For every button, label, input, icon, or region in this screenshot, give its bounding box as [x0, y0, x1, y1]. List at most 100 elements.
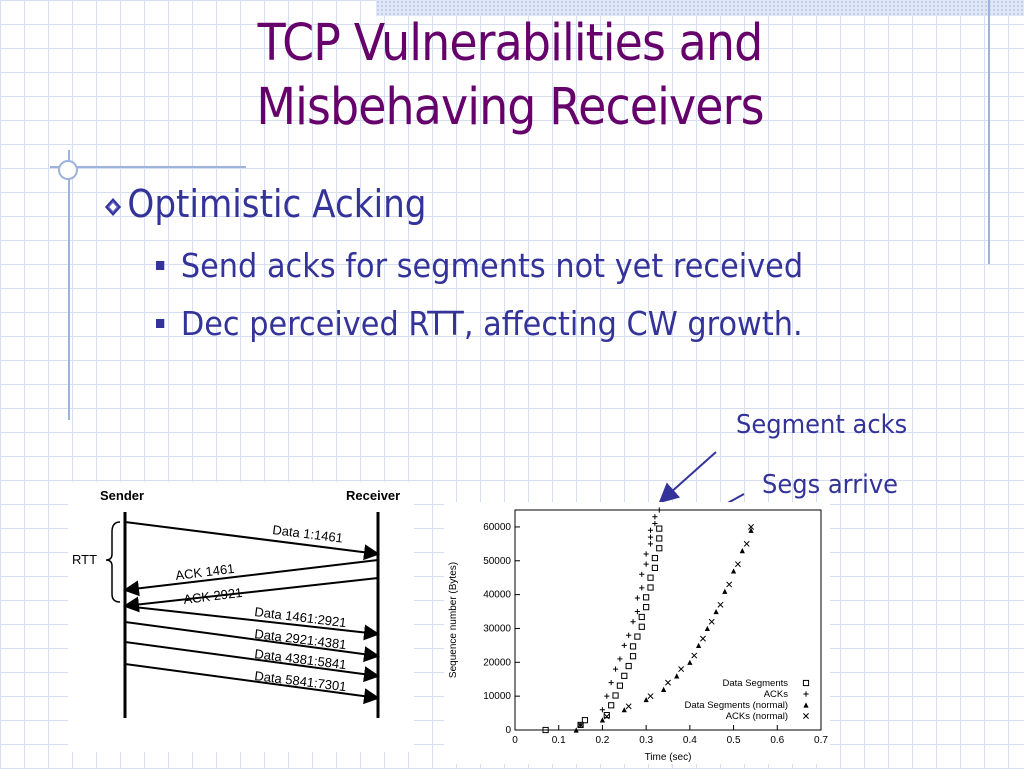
message-label-2: ACK 1461 [175, 561, 236, 583]
data-point [603, 712, 610, 719]
data-point [581, 717, 589, 724]
data-point [647, 527, 654, 533]
legend-marker [803, 702, 809, 708]
message-arrow-1 [124, 521, 380, 561]
template-ring [58, 160, 78, 180]
segs-arrive-annotation: Segs arrive [762, 470, 899, 500]
data-point [542, 726, 549, 734]
data-point [616, 682, 624, 689]
y-tick-label: 30000 [483, 623, 511, 634]
y-tick-label: 40000 [483, 590, 511, 601]
x-tick-label: 0.4 [683, 735, 697, 746]
data-point [730, 568, 737, 574]
data-point [577, 721, 584, 728]
title-line-1: TCP Vulnerabilities and [257, 14, 764, 73]
data-point [625, 703, 632, 710]
top-pattern-band [376, 0, 1024, 16]
message-arrow-6 [124, 641, 380, 683]
rtt-label: RTT [72, 552, 97, 567]
message-arrow-7 [124, 663, 380, 705]
y-tick-label: 20000 [483, 657, 511, 668]
data-point [647, 584, 654, 591]
data-point [634, 633, 641, 640]
data-point [734, 561, 741, 568]
receiver-label: Receiver [346, 488, 400, 503]
data-point [661, 686, 667, 692]
template-right-vertical-line [988, 0, 990, 264]
main-bullet-text: Optimistic Acking [127, 182, 427, 226]
data-point [656, 535, 663, 542]
message-arrow-4 [124, 605, 380, 641]
data-point [656, 545, 663, 552]
y-tick-label: 50000 [483, 556, 511, 567]
template-horizontal-line [50, 166, 246, 168]
data-point [717, 601, 724, 608]
data-point [647, 534, 654, 540]
message-label-7: Data 5841:7301 [254, 668, 348, 694]
y-tick-label: 60000 [483, 522, 511, 533]
sender-label: Sender [100, 488, 144, 503]
data-point [691, 652, 698, 659]
plot-frame [514, 509, 822, 731]
data-point [638, 613, 645, 621]
data-point [651, 564, 658, 571]
sequence-diagram: Sender Receiver RTT Data 1:1461 ACK 1461… [68, 482, 414, 752]
template-vertical-line [68, 150, 70, 420]
sub-bullet-2: Dec perceived RTT, affecting CW growth. [156, 304, 803, 343]
data-point [726, 581, 733, 588]
message-arrow-2 [123, 559, 379, 597]
data-point [647, 574, 654, 581]
legend-marker [803, 691, 809, 697]
legend-marker [803, 713, 809, 719]
data-point [651, 554, 658, 562]
x-tick-label: 0.6 [770, 735, 784, 746]
x-tick-label: 0 [512, 735, 518, 746]
legend-entry-label: Data Segments [723, 678, 789, 689]
data-point [630, 619, 636, 625]
x-tick-label: 0.1 [552, 735, 566, 746]
y-tick-label: 0 [505, 725, 511, 736]
data-point [700, 635, 706, 642]
data-point [634, 608, 640, 615]
data-point [639, 585, 645, 591]
y-tick-label: 10000 [483, 691, 511, 702]
data-point [665, 679, 671, 686]
segment-acks-arrow [658, 451, 717, 504]
x-tick-label: 0.3 [639, 735, 653, 746]
data-point [612, 666, 619, 672]
data-point [643, 594, 650, 601]
data-point [617, 656, 623, 662]
data-point [612, 692, 619, 699]
data-point [643, 696, 649, 703]
x-tick-label: 0.2 [595, 735, 609, 746]
sub-bullet-2-text: Dec perceived RTT, affecting CW growth. [180, 304, 803, 343]
data-point [573, 727, 579, 733]
data-point [634, 595, 640, 601]
message-arrow-3 [123, 577, 379, 613]
data-point [708, 618, 715, 625]
data-point [748, 523, 755, 530]
data-point [643, 561, 649, 567]
legend-marker [802, 679, 810, 687]
data-point [643, 551, 649, 557]
data-point [604, 693, 610, 699]
slide-title: TCP Vulnerabilities and Misbehaving Rece… [186, 12, 834, 140]
square-bullet-icon [156, 261, 165, 270]
data-point [599, 707, 606, 713]
data-point [647, 693, 654, 700]
legend-entry-label: Data Segments (normal) [685, 700, 788, 711]
sub-bullet-1-text: Send acks for segments not yet received [180, 246, 804, 285]
data-point [621, 672, 628, 679]
data-point [674, 673, 680, 679]
data-point [696, 642, 702, 648]
data-point [608, 680, 614, 686]
data-point [656, 507, 662, 513]
message-label-3: ACK 2921 [183, 585, 244, 607]
data-point [647, 541, 654, 547]
y-axis-label: Sequence number (Bytes) [448, 562, 459, 678]
data-point [638, 623, 645, 630]
data-point [748, 527, 754, 533]
data-point [739, 548, 745, 554]
main-bullet: Optimistic Acking [104, 182, 426, 226]
legend-entry-label: ACKs [764, 689, 789, 700]
